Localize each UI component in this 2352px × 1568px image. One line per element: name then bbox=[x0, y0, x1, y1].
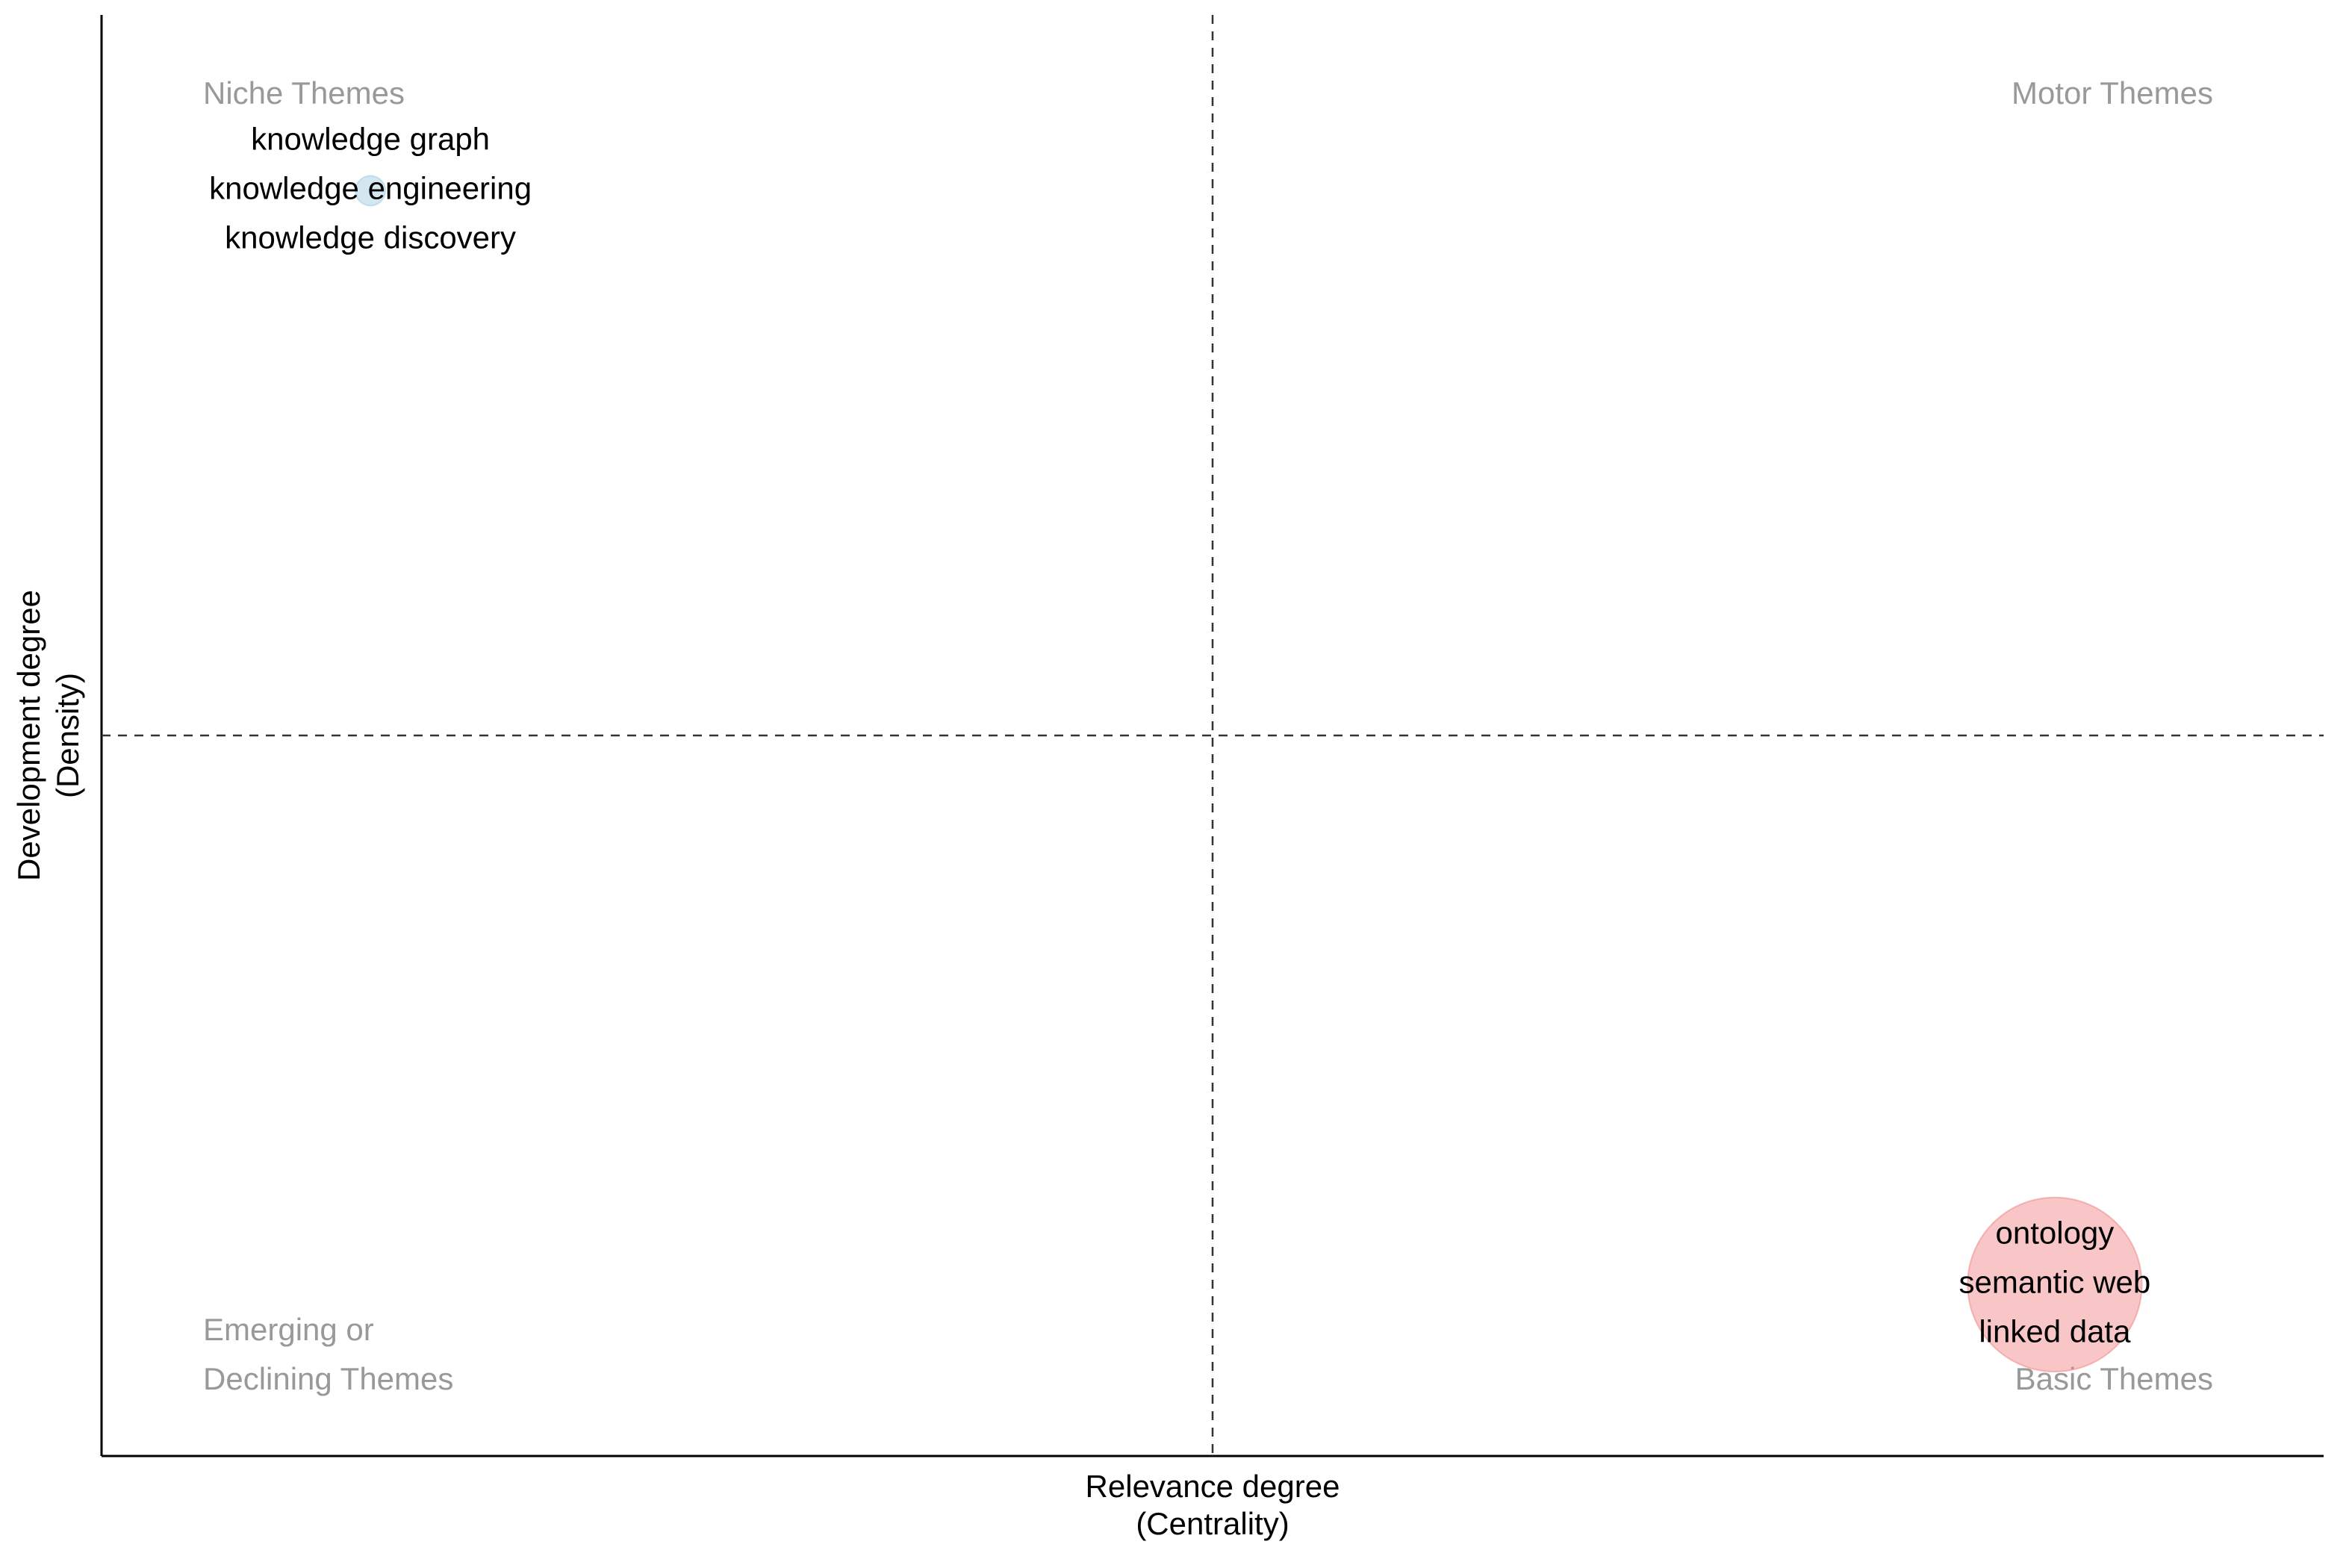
x-axis-title: Relevance degree bbox=[1086, 1469, 1340, 1504]
bubble-label: knowledge graph bbox=[251, 122, 490, 157]
quadrant-label: Basic Themes bbox=[2015, 1361, 2213, 1396]
bubble-label: semantic web bbox=[1959, 1264, 2151, 1299]
bubble-label: knowledge engineering bbox=[209, 171, 532, 206]
y-axis-title: Development degree bbox=[11, 590, 46, 881]
bubble bbox=[1967, 1196, 2143, 1372]
x-axis-title: (Centrality) bbox=[1136, 1506, 1289, 1541]
bubble-label: knowledge discovery bbox=[225, 220, 516, 255]
bubble-label: linked data bbox=[1979, 1313, 2131, 1348]
quadrant-label: Motor Themes bbox=[2012, 75, 2213, 111]
quadrant-label: Niche Themes bbox=[203, 75, 405, 111]
quadrant-label: Declining Themes bbox=[203, 1361, 453, 1396]
bubble-label: ontology bbox=[1996, 1215, 2115, 1250]
y-axis-title: (Density) bbox=[50, 673, 85, 798]
bubble bbox=[355, 175, 387, 207]
quadrant-label: Emerging or bbox=[203, 1312, 374, 1347]
